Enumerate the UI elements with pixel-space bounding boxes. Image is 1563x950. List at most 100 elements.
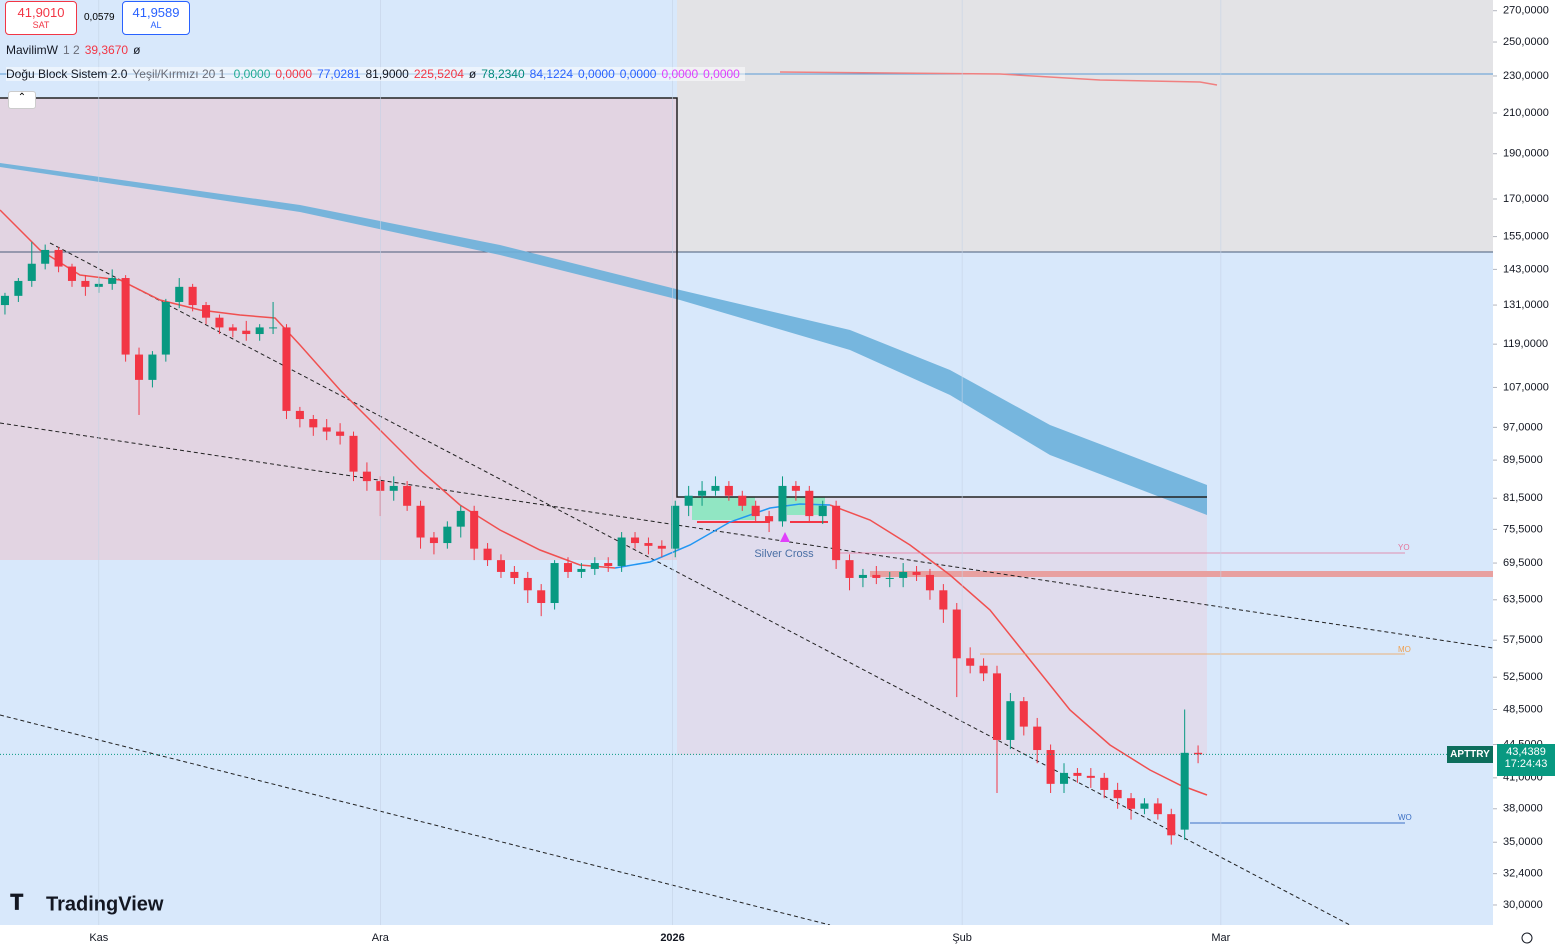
indicator-flag: ø xyxy=(133,43,141,57)
indicator-value: 77,0281 xyxy=(317,67,361,81)
candle-body xyxy=(1113,789,1122,799)
candle-body xyxy=(1194,752,1203,755)
sell-price: 41,9010 xyxy=(17,5,65,20)
candle-body xyxy=(858,574,867,578)
indicator-value: 225,5204 xyxy=(413,67,464,81)
y-tick-label: 48,5000 xyxy=(1503,703,1543,715)
collapse-button[interactable]: ⌃ xyxy=(8,91,36,109)
candle-body xyxy=(41,249,50,264)
y-tick-label: 97,0000 xyxy=(1503,421,1543,433)
candle-body xyxy=(657,545,666,549)
indicator-value: 0,0000 xyxy=(275,67,313,81)
candle-body xyxy=(604,563,613,566)
indicator-value: 78,2340 xyxy=(481,67,525,81)
candle-body xyxy=(483,548,492,561)
candle-body xyxy=(952,609,961,659)
time-axis xyxy=(0,925,1493,950)
indicator-value: 0,0000 xyxy=(233,67,271,81)
candle-body xyxy=(269,327,278,329)
candle-body xyxy=(738,495,747,506)
candle-body xyxy=(1127,798,1136,809)
candle-body xyxy=(791,485,800,491)
candle-body xyxy=(845,560,854,578)
indicator-value: 0,0000 xyxy=(578,67,615,81)
candle-body xyxy=(832,505,841,561)
candle-body xyxy=(537,590,546,604)
indicator-value: 0,0000 xyxy=(703,67,740,81)
candles xyxy=(0,241,1203,845)
candle-body xyxy=(255,327,264,335)
indicator-value: ø xyxy=(468,67,477,81)
candle-body xyxy=(429,537,438,544)
indicator-name: Doğu Block Sistem 2.0 xyxy=(6,67,128,81)
signal-marker xyxy=(780,532,790,542)
y-tick-label: 250,0000 xyxy=(1503,36,1549,48)
settings-icon[interactable] xyxy=(1521,932,1533,944)
symbol-tag: APTTRY xyxy=(1447,746,1493,764)
candle-body xyxy=(939,590,948,610)
candle-body xyxy=(416,505,425,538)
candle-body xyxy=(309,419,318,428)
y-tick-label: 155,0000 xyxy=(1503,231,1549,243)
price-tag: 43,4389 17:24:43 xyxy=(1497,744,1555,777)
candle-body xyxy=(925,574,934,591)
y-tick-label: 81,5000 xyxy=(1503,492,1543,504)
candle-body xyxy=(1019,701,1028,727)
candle-body xyxy=(671,505,680,549)
candle-body xyxy=(336,431,345,436)
indicator-value: 0,0000 xyxy=(661,67,699,81)
candle-body xyxy=(202,305,211,318)
x-tick-label: Kas xyxy=(89,932,108,944)
candle-body xyxy=(282,327,291,411)
x-tick-label: Şub xyxy=(952,932,972,944)
candle-body xyxy=(1073,772,1082,776)
y-tick-label: 63,5000 xyxy=(1503,594,1543,606)
candle-body xyxy=(188,286,197,306)
candle-body xyxy=(1140,803,1149,809)
candle-body xyxy=(161,301,170,355)
candle-body xyxy=(979,665,988,674)
indicator-name: MavilimW xyxy=(6,43,58,57)
candle-body xyxy=(992,673,1002,740)
zone-lavender xyxy=(677,497,1207,755)
candle-body xyxy=(644,543,653,546)
indicator-value: 39,3670 xyxy=(84,43,129,57)
candle-body xyxy=(523,577,532,591)
sell-button[interactable]: 41,9010 SAT xyxy=(5,1,77,35)
buy-button[interactable]: 41,9589 AL xyxy=(122,1,190,35)
indicator-line xyxy=(779,71,1218,86)
candle-body xyxy=(14,280,23,296)
candle-body xyxy=(684,495,693,506)
sell-label: SAT xyxy=(32,20,50,30)
buy-label: AL xyxy=(150,20,162,30)
ma-line xyxy=(614,503,831,569)
candle-body xyxy=(1086,775,1095,778)
candle-body xyxy=(67,266,77,281)
y-tick-label: 57,5000 xyxy=(1503,634,1543,646)
candle-body xyxy=(456,510,465,527)
candle-body xyxy=(108,278,117,284)
candle-body xyxy=(81,280,90,287)
y-tick-label: 270,0000 xyxy=(1503,5,1549,17)
candle-body xyxy=(1100,777,1109,790)
candle-body xyxy=(711,485,720,491)
price-axis xyxy=(1493,0,1563,950)
box-outline xyxy=(0,97,1207,498)
candle-body xyxy=(215,317,224,328)
candle-body xyxy=(175,286,184,302)
candle-body xyxy=(563,563,573,572)
candle-body xyxy=(1180,752,1189,830)
level-label: MO xyxy=(1398,645,1411,654)
zone-gray xyxy=(677,0,1493,252)
y-tick-label: 89,5000 xyxy=(1503,454,1543,466)
candle-body xyxy=(27,263,36,281)
candle-body xyxy=(872,574,881,578)
candle-body xyxy=(148,354,157,380)
indicator-params: Yeşil/Kırmızı 20 1 xyxy=(132,67,226,81)
y-tick-label: 119,0000 xyxy=(1503,338,1548,350)
indicator-row: MavilimW 1 2 39,3670 ø xyxy=(6,43,145,57)
ma-line xyxy=(829,504,1208,796)
candle-body xyxy=(470,510,479,549)
x-tick-label: Ara xyxy=(372,932,390,944)
